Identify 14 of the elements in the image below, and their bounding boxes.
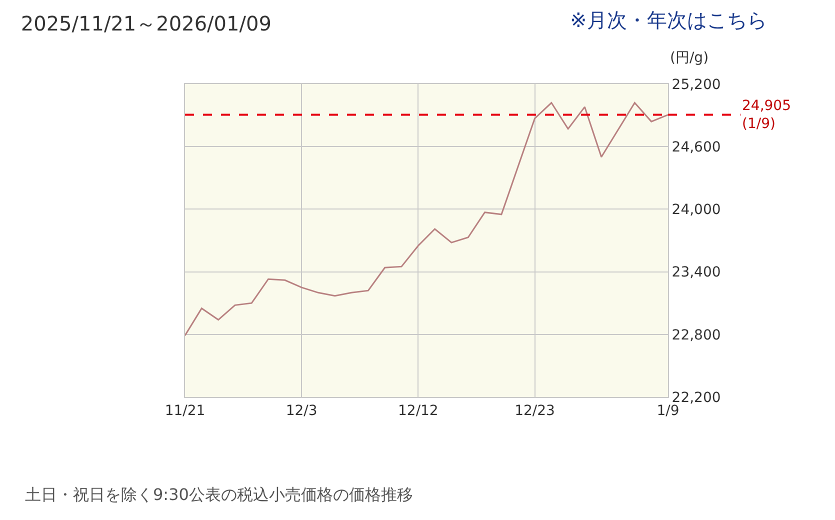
y-tick-label: 23,400 <box>672 264 721 281</box>
x-tick-label: 12/3 <box>286 402 318 419</box>
text: ※月次・年次はこちら <box>570 8 767 32</box>
y-axis-title: (円/g) <box>670 50 709 66</box>
x-tick-label: 12/23 <box>514 402 555 419</box>
y-tick-label: 24,600 <box>672 140 721 156</box>
ref-line-label: 24,905 (1/9) <box>742 98 791 132</box>
text: 土日・祝日を除く9:30公表の税込小売価格の価格推移 <box>25 485 413 504</box>
y-tick-label: 25,200 <box>672 76 721 93</box>
y-tick-label: 24,000 <box>672 202 721 218</box>
chart-title: 2025/11/21～2026/01/09 <box>20 11 272 36</box>
x-tick-label: 11/21 <box>164 402 206 419</box>
x-tick-label: 12/12 <box>398 402 438 419</box>
y-tick-label: 22,800 <box>672 327 721 344</box>
